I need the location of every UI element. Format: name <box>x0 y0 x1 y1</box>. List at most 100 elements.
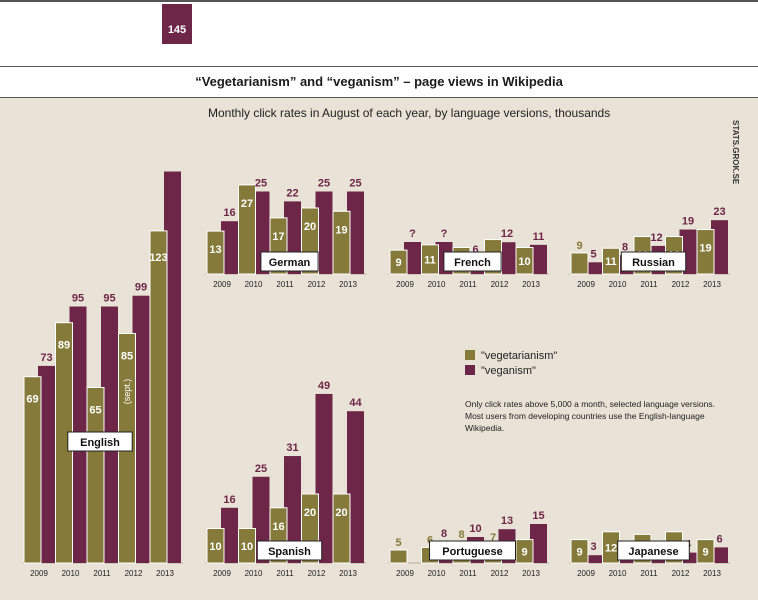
panel-label-box <box>443 251 502 272</box>
bar-vegetarianism <box>238 528 256 564</box>
bar-veganism <box>585 262 602 274</box>
data-label-veganism: 13 <box>501 515 513 527</box>
bar-veganism <box>284 456 301 563</box>
bar-veganism <box>711 220 728 274</box>
panel-label-box <box>617 540 690 561</box>
x-tick-label: 2009 <box>213 280 231 289</box>
data-label-vegetarianism: 10 <box>241 541 253 553</box>
legend-swatch-vegetarianism <box>465 350 475 360</box>
bar-veganism <box>164 171 181 563</box>
bar-vegetarianism <box>149 230 168 564</box>
bar-vegetarianism <box>570 539 589 564</box>
data-label-veganism: 5 <box>590 248 596 260</box>
bar-vegetarianism <box>206 230 225 275</box>
bar-vegetarianism <box>238 184 256 275</box>
x-tick-label: 2010 <box>609 280 627 289</box>
data-label-vegetarianism: 20 <box>304 507 316 519</box>
panel-label-box <box>256 540 323 561</box>
bar-veganism <box>585 555 602 563</box>
legend: "vegetarianism" "veganism" <box>465 350 557 380</box>
data-label-veganism: 12 <box>650 232 662 244</box>
data-label-veganism: 6 <box>716 533 722 545</box>
bar-vegetarianism <box>515 247 534 275</box>
x-tick-label: 2012 <box>491 280 509 289</box>
data-label-veganism: 19 <box>682 216 694 228</box>
data-label-veganism: 22 <box>286 187 298 199</box>
data-label-veganism: 8 <box>622 241 628 253</box>
x-tick-label: 2010 <box>428 569 446 578</box>
data-label-vegetarianism: 13 <box>209 244 221 256</box>
data-label-veganism: 31 <box>286 442 298 454</box>
x-tick-label: 2012 <box>491 569 509 578</box>
data-label-vegetarianism: 7 <box>490 532 496 544</box>
data-label-vegetarianism: 9 <box>576 240 582 252</box>
x-tick-label: 2011 <box>640 280 658 289</box>
panel-label: Russian <box>632 257 675 269</box>
data-label-vegetarianism: 17 <box>272 231 284 243</box>
annotation-label: (sept.) <box>122 379 132 405</box>
x-tick-label: 2010 <box>609 569 627 578</box>
top-rule <box>0 0 758 2</box>
data-label-vegetarianism: 65 <box>89 405 101 417</box>
x-tick-label: 2013 <box>339 280 357 289</box>
x-tick-label: 2013 <box>522 569 540 578</box>
data-label-veganism: 6 <box>472 244 478 256</box>
data-label-veganism: 25 <box>349 178 361 190</box>
data-label-veganism: 95 <box>103 293 115 305</box>
data-label-veganism: 10 <box>469 523 481 535</box>
bar-vegetarianism <box>696 229 715 275</box>
bar-veganism <box>132 295 150 563</box>
x-tick-label: 2011 <box>276 280 294 289</box>
data-label-vegetarianism: 5 <box>395 537 401 549</box>
x-tick-label: 2009 <box>213 569 231 578</box>
data-label-veganism: 23 <box>713 206 725 218</box>
bar-vegetarianism <box>23 376 42 564</box>
data-label-veganism: 15 <box>532 510 544 522</box>
x-tick-label: 2011 <box>276 569 294 578</box>
x-tick-label: 2013 <box>522 280 540 289</box>
data-label-veganism: 73 <box>40 352 52 364</box>
bar-veganism <box>221 507 238 563</box>
chart-subtitle: Monthly click rates in August of each ye… <box>208 106 611 120</box>
data-label-vegetarianism: 10 <box>518 256 530 268</box>
data-label-veganism: 145 <box>168 24 186 36</box>
legend-item-vegetarianism: "vegetarianism" <box>465 350 557 365</box>
x-tick-label: 2010 <box>245 569 263 578</box>
panel-label: English <box>80 437 120 449</box>
x-tick-label: 2010 <box>62 569 80 578</box>
x-tick-label: 2011 <box>459 569 477 578</box>
bar-vegetarianism <box>332 210 351 275</box>
bar-veganism <box>404 242 421 274</box>
chart-title: “Vegetarianism” and “veganism” – page vi… <box>195 74 563 89</box>
bar-vegetarianism <box>421 244 439 275</box>
data-label-veganism: ? <box>409 228 416 240</box>
x-tick-label: 2009 <box>30 569 48 578</box>
data-label-veganism: ? <box>441 228 448 240</box>
x-tick-label: 2012 <box>308 569 326 578</box>
bar-vegetarianism <box>696 539 715 564</box>
data-label-vegetarianism: 89 <box>58 340 70 352</box>
panel-label: French <box>454 257 491 269</box>
x-tick-label: 2013 <box>703 569 721 578</box>
panel-label-box <box>429 540 516 561</box>
data-label-veganism: 16 <box>223 494 235 506</box>
bar-veganism <box>347 191 364 274</box>
legend-label-vegetarianism: "vegetarianism" <box>481 350 558 362</box>
panel-label: Portuguese <box>442 546 503 558</box>
data-label-veganism: 25 <box>255 178 267 190</box>
bar-vegetarianism <box>389 249 408 275</box>
legend-label-veganism: "veganism" <box>481 365 536 377</box>
data-label-vegetarianism: 19 <box>699 243 711 255</box>
bar-veganism <box>38 365 55 563</box>
data-label-vegetarianism: 9 <box>702 546 708 558</box>
x-tick-label: 2010 <box>428 280 446 289</box>
bar-vegetarianism <box>86 387 105 564</box>
x-tick-label: 2012 <box>125 569 143 578</box>
data-label-veganism: 95 <box>72 293 84 305</box>
data-label-vegetarianism: 16 <box>272 521 284 533</box>
data-label-veganism: 11 <box>533 231 545 243</box>
bar-vegetarianism <box>332 493 351 564</box>
x-tick-label: 2013 <box>703 280 721 289</box>
panel-label: Japanese <box>628 546 678 558</box>
